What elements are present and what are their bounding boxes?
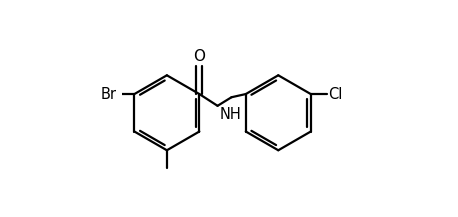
Text: O: O — [193, 49, 205, 64]
Text: Cl: Cl — [328, 87, 343, 102]
Text: Br: Br — [101, 87, 117, 102]
Text: NH: NH — [219, 107, 241, 122]
